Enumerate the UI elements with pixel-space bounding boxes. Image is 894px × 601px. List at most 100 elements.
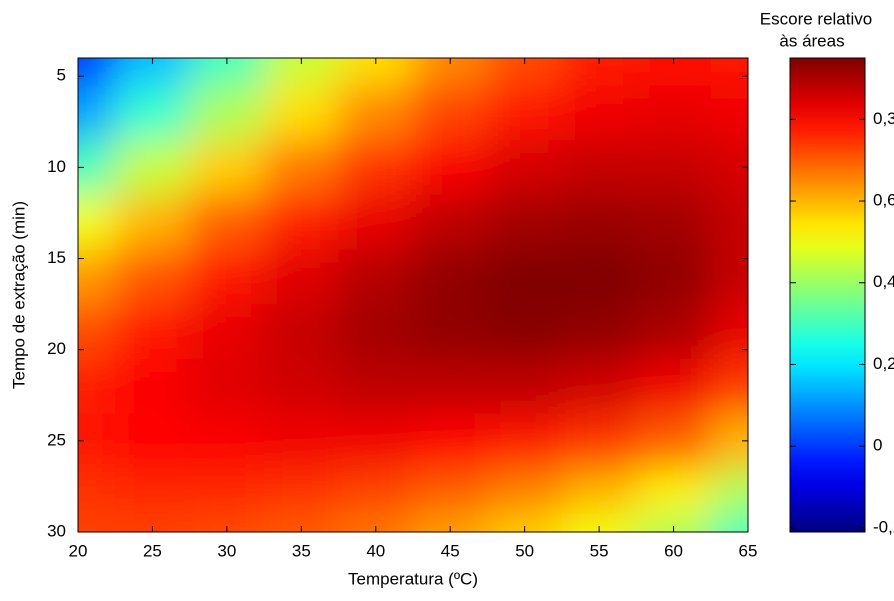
heatmap-cell [264,85,340,142]
heatmap-cell [487,140,563,196]
heatmap-cell [115,85,191,142]
heatmap-cell [189,140,266,196]
heatmap-cell [264,249,340,306]
colorbar-tick-label: -0,2 [873,517,894,536]
heatmap-cell [264,358,340,415]
heatmap-cell [115,413,191,470]
heatmap-cell [561,358,638,415]
x-tick-label: 50 [515,541,534,560]
y-tick-label: 20 [47,339,66,358]
colorbar-label: às áreas [779,31,844,50]
heatmap-cell [189,358,266,415]
heatmap-cell [487,513,563,532]
heatmap-cell [636,58,712,87]
heatmap-cell [78,358,117,415]
heatmap-cell [636,249,712,306]
heatmap-cell [338,249,414,306]
heatmap-cell [189,413,266,470]
heatmap-cell [115,249,191,306]
heatmap-cell [710,513,748,532]
heatmap-cell [78,194,117,251]
y-tick-label: 30 [47,521,66,540]
heatmap-cell [636,468,712,515]
heatmap-cell [338,58,414,87]
heatmap-cell [710,194,748,251]
heatmap-cell [561,304,638,360]
heatmap-cell [413,468,489,515]
heatmap-cell [78,140,117,196]
heatmap-cell [78,413,117,470]
heatmap-cell [561,513,638,532]
heatmap-cell [413,304,489,360]
heatmap-cell [115,513,191,532]
heatmap-cell [115,358,191,415]
heatmap-cell [561,85,638,142]
heatmap-cell [413,358,489,415]
heatmap-cell [561,468,638,515]
colorbar-tick-label: 0,3 [873,109,894,128]
y-axis-label: Tempo de extração (min) [9,201,28,389]
heatmap-cell [264,513,340,532]
heatmap-cell [338,194,414,251]
heatmap-cell [413,58,489,87]
heatmap-cell [710,85,748,142]
x-tick-label: 45 [441,541,460,560]
heatmap-cell [561,194,638,251]
heatmap-cells [78,58,748,532]
colorbar-label: Escore relativo [760,9,872,28]
colorbar-tick-label: 0,6 [873,191,894,210]
heatmap-cell [636,85,712,142]
heatmap-cell [710,468,748,515]
heatmap-cell [710,304,748,360]
heatmap-cell [189,513,266,532]
heatmap-cell [487,468,563,515]
x-tick-label: 60 [664,541,683,560]
heatmap-cell [338,85,414,142]
heatmap-cell [338,140,414,196]
x-tick-label: 55 [590,541,609,560]
heatmap-cell [710,413,748,470]
heatmap-cell [264,413,340,470]
heatmap-cell [636,304,712,360]
x-axis-label: Temperatura (ºC) [348,569,478,588]
heatmap-cell [115,140,191,196]
heatmap-cell [561,140,638,196]
x-tick-label: 20 [69,541,88,560]
heatmap-cell [78,249,117,306]
heatmap-cell [487,58,563,87]
heatmap-cell [264,58,340,87]
heatmap-cell [413,140,489,196]
heatmap-cell [413,513,489,532]
heatmap-cell [636,140,712,196]
colorbar-tick-label: 0,2 [873,354,894,373]
heatmap-cell [561,249,638,306]
heatmap-cell [189,249,266,306]
colorbar-tick-label: 0,4 [873,272,894,291]
heatmap-area [78,58,748,532]
heatmap-cell [413,194,489,251]
heatmap-cell [78,468,117,515]
x-tick-label: 35 [292,541,311,560]
heatmap-cell [264,468,340,515]
heatmap-cell [115,304,191,360]
x-tick-label: 25 [143,541,162,560]
heatmap-cell [189,194,266,251]
heatmap-cell [636,513,712,532]
heatmap-cell [710,249,748,306]
heatmap-cell [487,85,563,142]
colorbar-tick-label: 0 [873,436,882,455]
heatmap-cell [338,304,414,360]
heatmap-cell [413,85,489,142]
x-tick-label: 40 [366,541,385,560]
heatmap-cell [636,194,712,251]
colorbar [789,57,866,533]
heatmap-cell [264,304,340,360]
heatmap-cell [189,304,266,360]
heatmap-cell [189,85,266,142]
heatmap-cell [78,304,117,360]
plot-frame [77,57,749,533]
heatmap-cell [413,413,489,470]
heatmap-cell [561,413,638,470]
y-tick-label: 10 [47,157,66,176]
